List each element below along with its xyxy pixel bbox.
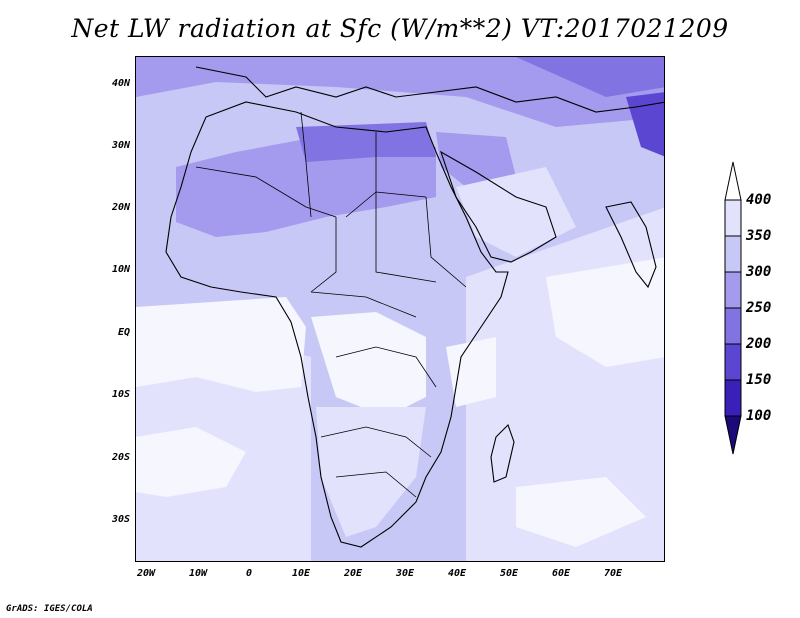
lon-label: 50E bbox=[499, 568, 519, 579]
lat-label: 10S bbox=[111, 389, 130, 400]
colorbar-label: 250 bbox=[746, 300, 772, 316]
colorbar-swatch bbox=[724, 199, 742, 237]
country-borders bbox=[195, 111, 467, 498]
india-coastline bbox=[605, 201, 657, 289]
field-sahara bbox=[176, 135, 436, 237]
arabia-coastline bbox=[440, 150, 557, 263]
colorbar-label: 300 bbox=[746, 264, 772, 280]
africa-coastline bbox=[165, 101, 509, 548]
lon-label: 30E bbox=[395, 568, 415, 579]
colorbar-label: 200 bbox=[746, 336, 772, 352]
colorbar-swatch bbox=[724, 343, 742, 381]
field-white-atlantic bbox=[136, 297, 306, 392]
lon-label: 20E bbox=[343, 568, 363, 579]
field-arabia-north bbox=[436, 132, 516, 187]
colorbar-label: 350 bbox=[746, 228, 772, 244]
lat-label: 10N bbox=[111, 264, 130, 275]
field-white-sa bbox=[136, 427, 246, 497]
colorbar bbox=[724, 161, 742, 455]
lon-label: 0 bbox=[245, 568, 253, 579]
lon-label: 10E bbox=[291, 568, 311, 579]
lat-label: 20N bbox=[111, 202, 130, 213]
field-europe bbox=[136, 57, 664, 127]
colorbar-label: 400 bbox=[746, 192, 772, 208]
lon-label: 70E bbox=[603, 568, 623, 579]
field-white-sio bbox=[516, 477, 646, 547]
colorbar-bottom-arrow bbox=[724, 415, 742, 455]
colorbar-top-arrow bbox=[724, 161, 742, 201]
field-white-io bbox=[546, 257, 664, 367]
field-arabia bbox=[456, 167, 576, 257]
lon-label: 40E bbox=[447, 568, 467, 579]
colorbar-swatch bbox=[724, 307, 742, 345]
lat-label: 30S bbox=[111, 514, 130, 525]
colorbar-swatch bbox=[724, 235, 742, 273]
colorbar-swatch bbox=[724, 379, 742, 417]
radiation-map bbox=[136, 57, 664, 561]
map-title: Net LW radiation at Sfc (W/m**2) VT:2017… bbox=[71, 14, 729, 43]
lat-label: EQ bbox=[117, 327, 130, 338]
map-panel bbox=[135, 56, 665, 562]
lat-label: 30N bbox=[111, 140, 130, 151]
field-himalaya bbox=[626, 92, 664, 157]
field-south-africa bbox=[316, 407, 426, 537]
colorbar-label: 150 bbox=[746, 372, 772, 388]
field-libya bbox=[296, 122, 436, 162]
lon-label: 10W bbox=[188, 568, 208, 579]
field-white-congo bbox=[311, 312, 426, 417]
lat-label: 20S bbox=[111, 452, 130, 463]
field-caspian bbox=[516, 57, 664, 97]
madagascar bbox=[490, 423, 515, 483]
field-white-eafrica bbox=[446, 337, 496, 407]
colorbar-label: 100 bbox=[746, 408, 772, 424]
grads-credit: GrADS: IGES/COLA bbox=[6, 604, 93, 614]
lon-label: 20W bbox=[136, 568, 156, 579]
lat-label: 40N bbox=[111, 78, 130, 89]
europe-coastline bbox=[195, 66, 664, 113]
lon-label: 60E bbox=[551, 568, 571, 579]
colorbar-swatch bbox=[724, 271, 742, 309]
